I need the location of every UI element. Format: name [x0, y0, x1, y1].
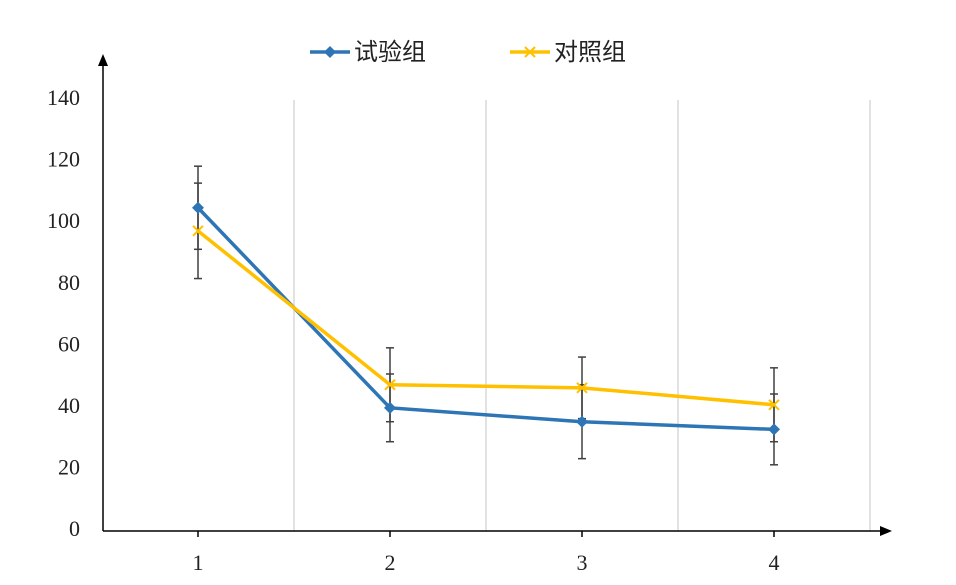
grid	[293, 100, 871, 531]
y-tick-label: 20	[58, 454, 80, 479]
legend-label: 试验组	[354, 38, 426, 66]
y-tick-label: 0	[69, 516, 80, 541]
marker	[768, 399, 780, 411]
y-tick-label: 60	[58, 331, 80, 356]
marker	[384, 401, 396, 414]
marker	[192, 225, 204, 237]
marker	[576, 382, 588, 394]
marker	[576, 415, 588, 428]
x-axis-arrow	[880, 526, 892, 536]
y-tick-label: 80	[58, 270, 80, 295]
series-line	[196, 229, 775, 407]
marker	[192, 201, 204, 214]
x-tick-label: 2	[385, 550, 396, 575]
y-axis-arrow	[98, 54, 108, 66]
legend-marker	[524, 46, 536, 58]
y-tick-label: 140	[47, 85, 80, 110]
x-tick-label: 3	[577, 550, 588, 575]
y-tick-label: 40	[58, 393, 80, 418]
legend-marker	[324, 46, 336, 58]
marker	[768, 423, 780, 436]
x-tick-label: 4	[769, 550, 780, 575]
marker	[384, 379, 396, 391]
y-tick-label: 100	[47, 208, 80, 233]
y-tick-label: 120	[47, 147, 80, 172]
x-tick-label: 1	[193, 550, 204, 575]
legend-label: 对照组	[554, 38, 626, 66]
